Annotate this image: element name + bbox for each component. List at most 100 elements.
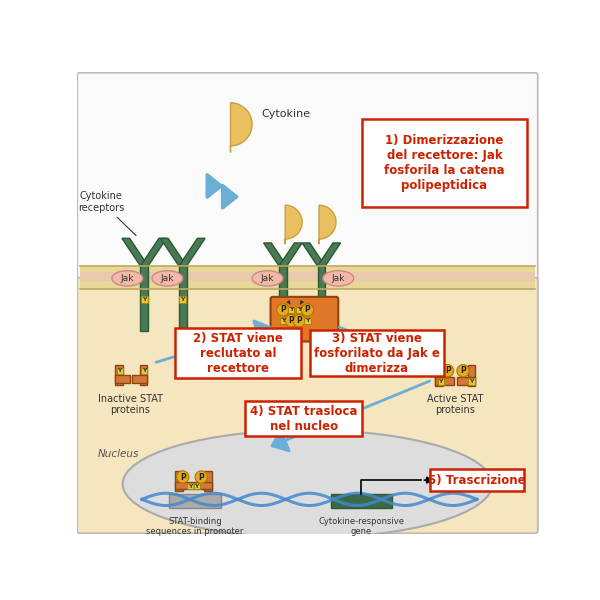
Text: 1) Dimerizzazione
del recettore: Jak
fosforila la catena
polipeptidica: 1) Dimerizzazione del recettore: Jak fos… (384, 134, 505, 192)
Bar (169, 494, 221, 508)
Text: 4) STAT trasloca
nel nucleo: 4) STAT trasloca nel nucleo (250, 404, 358, 433)
Text: Nucleus: Nucleus (98, 449, 139, 459)
Bar (175, 471, 183, 491)
FancyBboxPatch shape (362, 119, 527, 207)
Bar (331, 494, 392, 508)
Ellipse shape (112, 271, 143, 286)
Ellipse shape (252, 271, 283, 286)
Bar (141, 368, 148, 374)
Polygon shape (263, 243, 287, 266)
Text: P: P (280, 305, 286, 314)
Bar (317, 266, 325, 331)
FancyBboxPatch shape (175, 328, 301, 379)
Text: Jak: Jak (332, 274, 345, 283)
Bar (115, 365, 123, 385)
Bar (175, 482, 194, 490)
Text: 3) STAT viene
fosforilato da Jak e
dimerizza: 3) STAT viene fosforilato da Jak e dimer… (314, 332, 440, 374)
Text: Y: Y (469, 379, 474, 384)
Text: 2) STAT viene
reclutato al
recettore: 2) STAT viene reclutato al recettore (193, 332, 283, 374)
Bar (132, 376, 148, 383)
Bar (288, 307, 295, 313)
Bar (296, 307, 302, 313)
Polygon shape (122, 238, 148, 266)
Bar (194, 482, 212, 490)
Bar (115, 376, 130, 383)
Text: Y: Y (142, 368, 146, 373)
Text: Jak: Jak (261, 274, 274, 283)
Bar (279, 266, 287, 331)
Bar (436, 365, 443, 386)
Circle shape (285, 314, 298, 327)
Polygon shape (279, 243, 302, 266)
Circle shape (293, 314, 305, 327)
Text: Cytokine: Cytokine (262, 109, 310, 119)
FancyBboxPatch shape (271, 297, 338, 341)
FancyBboxPatch shape (77, 73, 538, 533)
Ellipse shape (323, 271, 354, 286)
Polygon shape (285, 205, 302, 244)
Text: Y: Y (181, 296, 185, 302)
Text: P: P (460, 366, 466, 375)
Bar (467, 365, 475, 386)
Polygon shape (302, 243, 325, 266)
Circle shape (301, 304, 314, 316)
Text: Y: Y (297, 307, 301, 313)
Bar (141, 296, 148, 302)
Text: P: P (199, 473, 204, 482)
Text: Cytokine
receptors: Cytokine receptors (78, 191, 136, 236)
Bar (140, 266, 148, 331)
Circle shape (277, 304, 289, 316)
Text: P: P (289, 316, 294, 325)
Polygon shape (317, 243, 341, 266)
Text: Y: Y (118, 368, 122, 373)
Bar (80, 75, 535, 280)
Bar (437, 379, 444, 385)
Bar (140, 365, 148, 385)
Ellipse shape (122, 430, 493, 538)
Text: Y: Y (439, 379, 443, 384)
Circle shape (442, 365, 454, 377)
Text: Y: Y (305, 318, 310, 323)
Polygon shape (319, 205, 336, 244)
Polygon shape (140, 238, 167, 266)
Text: Inactive STAT
proteins: Inactive STAT proteins (98, 394, 163, 415)
Text: P: P (296, 316, 302, 325)
Bar (80, 272, 535, 281)
Bar (116, 368, 122, 374)
Text: 5) Trascrizione: 5) Trascrizione (428, 473, 526, 487)
Text: P: P (305, 305, 310, 314)
Text: Cytokine-responsive
gene: Cytokine-responsive gene (319, 517, 404, 536)
Text: P: P (445, 366, 451, 375)
FancyBboxPatch shape (245, 401, 362, 436)
Bar (469, 379, 475, 385)
Bar (457, 377, 475, 385)
Bar (205, 471, 212, 491)
FancyBboxPatch shape (310, 331, 444, 376)
Bar (304, 317, 311, 324)
Circle shape (457, 365, 469, 377)
Bar (80, 266, 535, 289)
Text: Y: Y (281, 318, 285, 323)
Text: Jak: Jak (121, 274, 134, 283)
Bar (187, 483, 194, 490)
Polygon shape (230, 103, 252, 152)
Ellipse shape (152, 271, 183, 286)
Text: STAT-binding
sequences in promoter: STAT-binding sequences in promoter (146, 517, 244, 536)
FancyBboxPatch shape (430, 469, 524, 491)
Bar (194, 483, 200, 490)
Polygon shape (160, 238, 187, 266)
FancyBboxPatch shape (77, 278, 538, 533)
Text: P: P (180, 473, 185, 482)
Polygon shape (179, 238, 205, 266)
Text: Y: Y (142, 296, 146, 302)
Bar (179, 266, 187, 331)
Text: Y: Y (194, 484, 199, 489)
Bar (436, 377, 454, 385)
Text: Jak: Jak (161, 274, 174, 283)
Text: Y: Y (188, 484, 193, 489)
Bar (179, 296, 186, 302)
Text: Y: Y (289, 307, 293, 313)
Circle shape (176, 471, 189, 483)
Text: Active STAT
proteins: Active STAT proteins (427, 394, 484, 415)
Circle shape (195, 471, 208, 483)
